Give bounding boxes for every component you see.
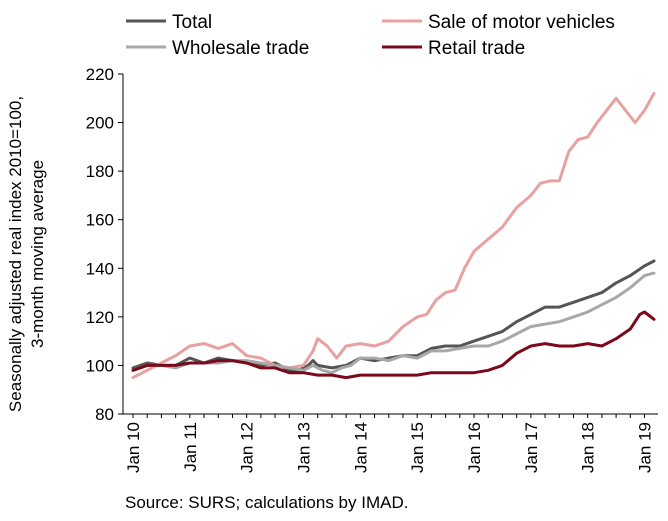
x-tick-label: Jan 12 <box>238 422 257 473</box>
x-tick-label: Jan 17 <box>522 422 541 473</box>
series-line-retail-trade <box>131 310 656 380</box>
x-tick-label: Jan 11 <box>181 422 200 472</box>
y-axis-title-line: 3-month moving average <box>28 160 47 348</box>
x-tick-label: Jan 16 <box>465 422 484 473</box>
chart-legend: Total Sale of motor vehicles Wholesale tra… <box>126 12 615 59</box>
legend-label-retail-trade: Retail trade <box>428 38 525 59</box>
y-tick-label: 200 <box>86 114 114 133</box>
y-tick-label: 80 <box>95 405 114 424</box>
x-tick-label: Jan 18 <box>579 422 598 473</box>
legend-label-total: Total <box>172 12 212 33</box>
legend-label-sale-of-motor-vehicles: Sale of motor vehicles <box>428 12 615 33</box>
y-tick-label: 180 <box>86 162 114 181</box>
plot-area <box>131 91 656 380</box>
x-axis: Jan 10 Jan 11 Jan 12 Jan 13 Jan 14 Jan 15 Jan … <box>124 414 655 473</box>
y-tick-label: 160 <box>86 211 114 230</box>
axis-lines <box>122 74 658 415</box>
x-tick-label: Jan 13 <box>295 422 314 473</box>
x-tick-label: Jan 10 <box>124 422 143 473</box>
y-axis-title-line: Seasonally adjusted real index 2010=100, <box>6 96 25 412</box>
y-tick-label: 120 <box>86 308 114 327</box>
series-line-sale-of-motor-vehicles <box>131 91 656 380</box>
legend-label-wholesale-trade: Wholesale trade <box>172 38 309 59</box>
series-line-wholesale-trade <box>131 271 656 375</box>
x-tick-label: Jan 19 <box>636 422 655 473</box>
x-tick-label: Jan 15 <box>408 422 427 473</box>
y-axis-title: Seasonally adjusted real index 2010=100,… <box>6 96 47 412</box>
source-note: Source: SURS; calculations by IMAD. <box>125 493 408 512</box>
y-tick-label: 220 <box>86 65 114 84</box>
y-tick-label: 140 <box>86 259 114 278</box>
x-tick-label: Jan 14 <box>351 422 370 473</box>
y-axis: 80 100 120 140 160 180 200 220 <box>86 65 123 424</box>
y-tick-label: 100 <box>86 356 114 375</box>
